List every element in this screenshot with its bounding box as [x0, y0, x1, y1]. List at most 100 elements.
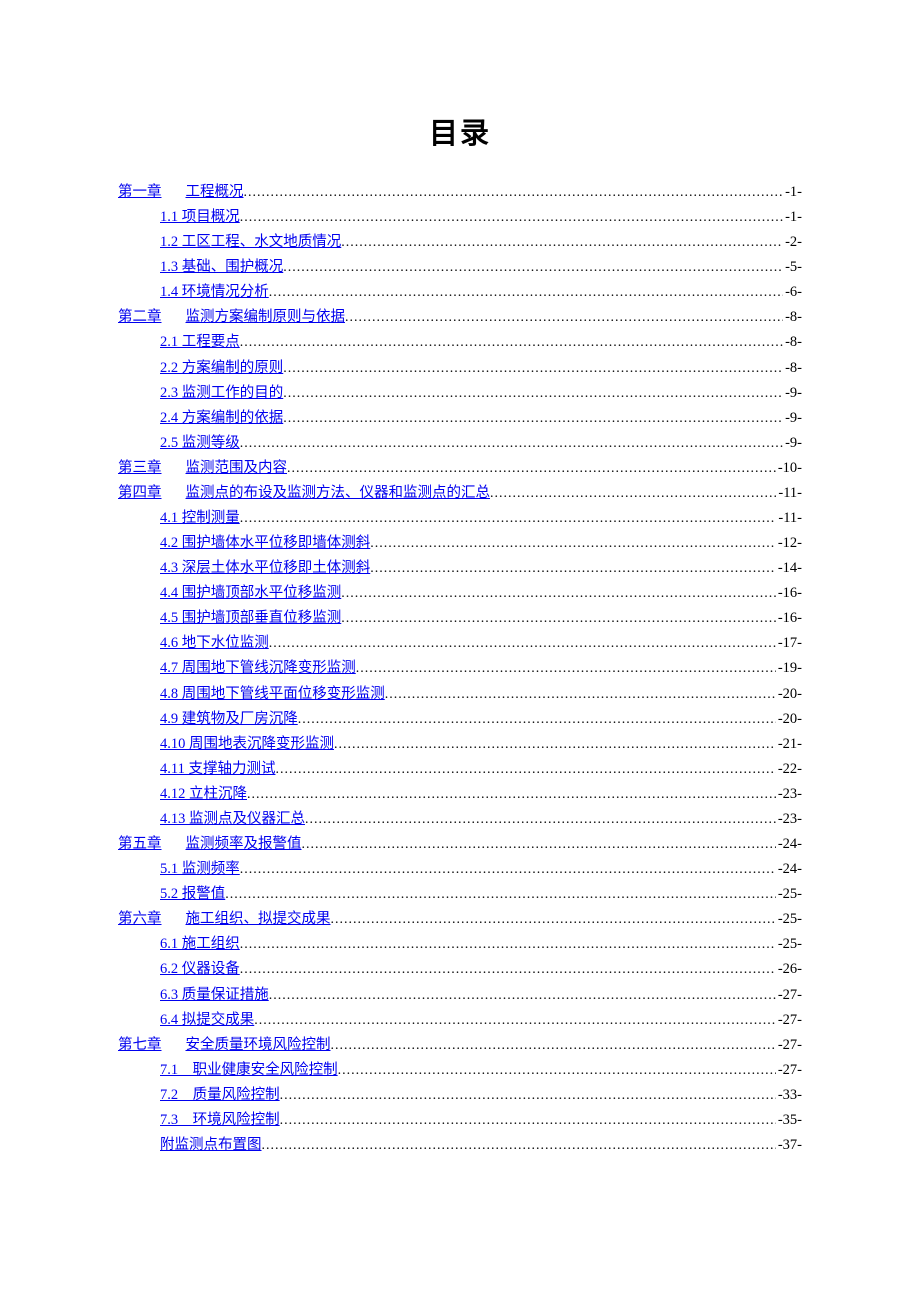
toc-dots [240, 331, 783, 355]
toc-link[interactable]: 6.4 拟提交成果 [160, 1008, 254, 1033]
toc-link[interactable]: 6.2 仪器设备 [160, 957, 240, 982]
toc-entry: 7.3 环境风险控制-35- [118, 1108, 802, 1133]
toc-entry: 附监测点布置图 -37- [118, 1133, 802, 1158]
toc-link[interactable]: 2.2 方案编制的原则 [160, 356, 283, 381]
toc-page-number: -25- [776, 907, 802, 932]
toc-link[interactable]: 4.12 立柱沉降 [160, 782, 247, 807]
toc-dots [338, 1059, 776, 1083]
toc-link[interactable]: 2.5 监测等级 [160, 431, 240, 456]
toc-entry: 第五章监测频率及报警值 -24- [118, 832, 802, 857]
toc-dots [225, 883, 776, 907]
toc-link[interactable]: 1.3 基础、围护概况 [160, 255, 283, 280]
toc-page-number: -24- [776, 832, 802, 857]
toc-entry: 1.3 基础、围护概况 -5- [118, 255, 802, 280]
toc-link[interactable]: 4.2 围护墙体水平位移即墙体测斜 [160, 531, 370, 556]
toc-entry: 4.10 周围地表沉降变形监测-21- [118, 732, 802, 757]
toc-link[interactable]: 安全质量环境风险控制 [186, 1033, 331, 1058]
toc-link[interactable]: 7.3 环境风险控制 [160, 1108, 280, 1133]
toc-link[interactable]: 6.3 质量保证措施 [160, 983, 269, 1008]
toc-link[interactable]: 4.7 周围地下管线沉降变形监测 [160, 656, 356, 681]
toc-entry: 2.2 方案编制的原则-8- [118, 356, 802, 381]
toc-dots [370, 557, 776, 581]
toc-link[interactable]: 2.4 方案编制的依据 [160, 406, 283, 431]
toc-link[interactable]: 4.4 围护墙顶部水平位移监测 [160, 581, 341, 606]
toc-link[interactable]: 4.13 监测点及仪器汇总 [160, 807, 305, 832]
toc-link[interactable]: 7.2 质量风险控制 [160, 1083, 280, 1108]
toc-link[interactable]: 7.1 职业健康安全风险控制 [160, 1058, 338, 1083]
toc-link[interactable]: 4.1 控制测量 [160, 506, 240, 531]
toc-dots [305, 808, 776, 832]
toc-entry: 第七章安全质量环境风险控制 -27- [118, 1033, 802, 1058]
toc-link[interactable]: 4.3 深层土体水平位移即土体测斜 [160, 556, 370, 581]
toc-link[interactable]: 4.5 围护墙顶部垂直位移监测 [160, 606, 341, 631]
toc-chapter-label[interactable]: 第三章 [118, 456, 162, 481]
toc-page-number: -9- [783, 381, 802, 406]
toc-chapter-label[interactable]: 第七章 [118, 1033, 162, 1058]
toc-link[interactable]: 5.2 报警值 [160, 882, 225, 907]
toc-page-number: -27- [776, 1033, 802, 1058]
toc-entry: 4.1 控制测量 -11- [118, 506, 802, 531]
toc-page-number: -14- [776, 556, 802, 581]
toc-link[interactable]: 2.1 工程要点 [160, 330, 240, 355]
toc-link[interactable]: 监测点的布设及监测方法、仪器和监测点的汇总 [186, 481, 491, 506]
toc-page-number: -20- [776, 707, 802, 732]
toc-link[interactable]: 1.1 项目概况 [160, 205, 240, 230]
toc-link[interactable]: 附监测点布置图 [160, 1133, 262, 1158]
toc-link[interactable]: 4.10 周围地表沉降变形监测 [160, 732, 334, 757]
toc-page-number: -1- [783, 205, 802, 230]
toc-link[interactable]: 5.1 监测频率 [160, 857, 240, 882]
toc-chapter-label[interactable]: 第一章 [118, 180, 162, 205]
toc-dots [356, 657, 776, 681]
toc-link[interactable]: 6.1 施工组织 [160, 932, 240, 957]
toc-entry: 2.1 工程要点-8- [118, 330, 802, 355]
toc-page-number: -5- [783, 255, 802, 280]
toc-dots [240, 507, 777, 531]
toc-page-number: -10- [776, 456, 802, 481]
toc-dots [283, 357, 783, 381]
toc-entry: 4.3 深层土体水平位移即土体测斜 -14- [118, 556, 802, 581]
toc-dots [240, 933, 776, 957]
toc-entry: 4.8 周围地下管线平面位移变形监测-20- [118, 682, 802, 707]
toc-chapter-label[interactable]: 第四章 [118, 481, 162, 506]
toc-link[interactable]: 1.4 环境情况分析 [160, 280, 269, 305]
toc-dots [283, 256, 783, 280]
toc-dots [240, 432, 783, 456]
toc-dots [341, 582, 776, 606]
toc-dots [334, 733, 776, 757]
toc-link[interactable]: 工程概况 [186, 180, 244, 205]
toc-link[interactable]: 监测范围及内容 [186, 456, 288, 481]
toc-entry: 2.5 监测等级-9- [118, 431, 802, 456]
toc-dots [262, 1134, 776, 1158]
toc-list: 第一章工程概况-1-1.1 项目概况-1-1.2 工区工程、水文地质情况-2-1… [118, 180, 802, 1158]
toc-entry: 4.2 围护墙体水平位移即墙体测斜-12- [118, 531, 802, 556]
toc-chapter-label[interactable]: 第五章 [118, 832, 162, 857]
toc-page-number: -17- [776, 631, 802, 656]
toc-dots [341, 607, 776, 631]
toc-link[interactable]: 监测频率及报警值 [186, 832, 302, 857]
toc-chapter-label[interactable]: 第二章 [118, 305, 162, 330]
toc-entry: 5.2 报警值-25- [118, 882, 802, 907]
toc-entry: 7.1 职业健康安全风险控制 -27- [118, 1058, 802, 1083]
toc-page-number: -11- [776, 506, 802, 531]
toc-page-number: -26- [776, 957, 802, 982]
toc-dots [240, 858, 776, 882]
toc-link[interactable]: 施工组织、拟提交成果 [186, 907, 331, 932]
toc-page-number: -27- [776, 1008, 802, 1033]
toc-page-number: -37- [776, 1133, 802, 1158]
toc-link[interactable]: 4.11 支撑轴力测试 [160, 757, 275, 782]
toc-page-number: -24- [776, 857, 802, 882]
toc-entry: 4.9 建筑物及厂房沉降 -20- [118, 707, 802, 732]
toc-link[interactable]: 4.6 地下水位监测 [160, 631, 269, 656]
toc-link[interactable]: 4.9 建筑物及厂房沉降 [160, 707, 298, 732]
toc-entry: 6.1 施工组织-25- [118, 932, 802, 957]
toc-page-number: -27- [776, 1058, 802, 1083]
toc-page-number: -9- [783, 406, 802, 431]
toc-link[interactable]: 2.3 监测工作的目的 [160, 381, 283, 406]
toc-link[interactable]: 1.2 工区工程、水文地质情况 [160, 230, 341, 255]
toc-link[interactable]: 监测方案编制原则与依据 [186, 305, 346, 330]
toc-chapter-label[interactable]: 第六章 [118, 907, 162, 932]
toc-entry: 4.11 支撑轴力测试-22- [118, 757, 802, 782]
toc-entry: 第三章监测范围及内容 -10- [118, 456, 802, 481]
toc-link[interactable]: 4.8 周围地下管线平面位移变形监测 [160, 682, 385, 707]
toc-entry: 第六章施工组织、拟提交成果 -25- [118, 907, 802, 932]
